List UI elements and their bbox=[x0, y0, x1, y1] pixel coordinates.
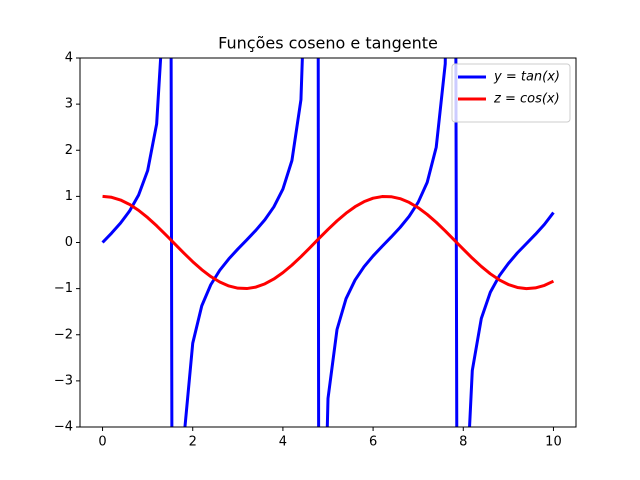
y-tick-label: 1 bbox=[65, 189, 73, 204]
y-tick-label: −3 bbox=[54, 373, 73, 388]
x-tick-label: 10 bbox=[545, 435, 562, 450]
plot-area bbox=[101, 58, 555, 427]
y-tick-label: −4 bbox=[54, 420, 73, 435]
chart-title: Funções coseno e tangente bbox=[218, 34, 438, 53]
y-tick-label: 4 bbox=[65, 51, 73, 66]
legend: y = tan(x) z = cos(x) bbox=[451, 63, 571, 123]
legend-label: z = cos(x) bbox=[493, 92, 560, 107]
series-line bbox=[101, 58, 555, 427]
y-tick-label: 3 bbox=[65, 97, 73, 112]
y-tick-label: −1 bbox=[54, 281, 73, 296]
x-tick-label: 2 bbox=[189, 435, 197, 450]
x-tick-label: 0 bbox=[98, 435, 106, 450]
ticks: 0 2 4 6 8 10 −4 −3 −2 −1 0 1 2 3 4 bbox=[54, 51, 562, 450]
y-tick-label: −2 bbox=[54, 327, 73, 342]
y-tick-label: 0 bbox=[65, 235, 73, 250]
y-tick-label: 2 bbox=[65, 143, 73, 158]
x-tick-label: 4 bbox=[279, 435, 287, 450]
legend-label: y = tan(x) bbox=[493, 70, 560, 85]
series-line bbox=[102, 194, 555, 291]
x-tick-label: 8 bbox=[459, 435, 467, 450]
x-tick-label: 6 bbox=[369, 435, 377, 450]
